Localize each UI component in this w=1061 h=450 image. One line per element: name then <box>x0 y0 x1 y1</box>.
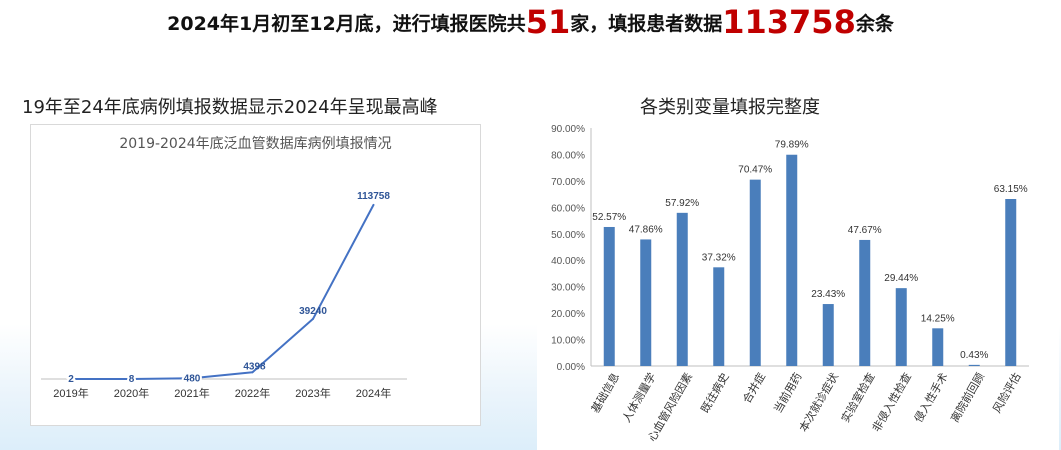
data-label: 113758 <box>357 191 390 202</box>
y-tick-label: 50.00% <box>551 230 585 241</box>
headline-part3: 余条 <box>855 13 894 35</box>
bar <box>859 239 871 366</box>
bar <box>603 226 615 366</box>
data-label: 52.57% <box>592 212 626 223</box>
data-label: 23.43% <box>811 289 845 300</box>
x-tick-label: 当前用药 <box>770 370 804 415</box>
y-tick-label: 70.00% <box>551 177 585 188</box>
series-segment <box>251 317 314 374</box>
bar <box>786 154 798 366</box>
bar <box>749 179 761 366</box>
x-tick-label: 合并症 <box>739 370 768 406</box>
bar-chart: 0.00% 10.00% 20.00% 30.00% 40.00% 50.00% 60.00… <box>551 124 1029 444</box>
bar <box>895 288 907 366</box>
headline: 2024年1月初至12月底，进行填报医院共51家，填报患者数据113758余条 <box>0 0 1061 44</box>
x-tick-label: 风险评估 <box>989 370 1023 415</box>
x-tick-label: 2021年 <box>174 386 209 400</box>
bar <box>1005 199 1017 366</box>
x-tick-label: 侵入性手术 <box>911 370 951 425</box>
data-label: 4398 <box>243 361 266 372</box>
patient-count: 113758 <box>722 3 856 41</box>
series-segment <box>312 203 375 320</box>
data-label: 57.92% <box>665 198 699 209</box>
data-label: 0.43% <box>960 350 988 361</box>
y-tick-label: 0.00% <box>557 362 585 373</box>
series-segment <box>130 377 193 380</box>
right-section-title: 各类别变量填报完整度 <box>640 97 820 118</box>
y-tick-label: 30.00% <box>551 283 585 294</box>
data-label: 70.47% <box>738 165 772 176</box>
y-tick-label: 80.00% <box>551 150 585 161</box>
bar <box>932 328 944 366</box>
y-tick-label: 60.00% <box>551 203 585 214</box>
x-tick-label: 2020年 <box>114 386 149 400</box>
x-tick-label: 2024年 <box>356 386 391 400</box>
bar <box>676 212 688 366</box>
x-tick-label: 既往病史 <box>697 370 731 415</box>
data-label: 480 <box>184 373 201 384</box>
data-label: 2 <box>68 374 74 385</box>
data-label: 39240 <box>299 306 327 317</box>
series-segment <box>191 371 254 380</box>
data-label: 8 <box>129 374 135 385</box>
line-chart-panel: 2019-2024年底泛血管数据库病例填报情况 2019年 2020年 2021年 2… <box>30 124 481 426</box>
data-label: 37.32% <box>702 252 736 263</box>
data-label: 79.89% <box>775 140 809 151</box>
bar <box>713 267 725 366</box>
bar-chart-panel: 0.00% 10.00% 20.00% 30.00% 40.00% 50.00% 60.00… <box>537 118 1059 450</box>
y-tick-label: 20.00% <box>551 309 585 320</box>
y-tick-label: 10.00% <box>551 336 585 347</box>
data-label: 47.67% <box>848 225 882 236</box>
y-tick-label: 40.00% <box>551 256 585 267</box>
line-chart-title: 2019-2024年底泛血管数据库病例填报情况 <box>119 136 392 152</box>
x-tick-label: 基础信息 <box>588 370 622 415</box>
data-label: 47.86% <box>629 224 663 235</box>
headline-part2: 家，填报患者数据 <box>570 13 723 35</box>
hospital-count: 51 <box>525 3 571 41</box>
y-tick-label: 90.00% <box>551 124 585 135</box>
x-tick-label: 2019年 <box>53 386 88 400</box>
bar <box>968 364 980 366</box>
bar <box>640 239 652 366</box>
data-label: 29.44% <box>884 273 918 284</box>
x-tick-label: 人体测量学 <box>619 370 659 425</box>
x-tick-label: 2022年 <box>235 386 270 400</box>
left-section-title: 19年至24年底病例填报数据显示2024年呈现最高峰 <box>22 97 438 118</box>
bar <box>822 304 834 366</box>
data-label: 63.15% <box>994 184 1028 195</box>
line-chart: 2019年 2020年 2021年 2022年 2023年 2024年 2 8 480 4398 3… <box>41 191 407 400</box>
headline-part1: 2024年1月初至12月底，进行填报医院共 <box>167 13 526 35</box>
data-label: 14.25% <box>921 313 955 324</box>
x-tick-label: 离院前回顾 <box>947 370 987 425</box>
x-tick-label: 实验室检查 <box>838 370 878 425</box>
x-tick-label: 2023年 <box>295 386 330 400</box>
